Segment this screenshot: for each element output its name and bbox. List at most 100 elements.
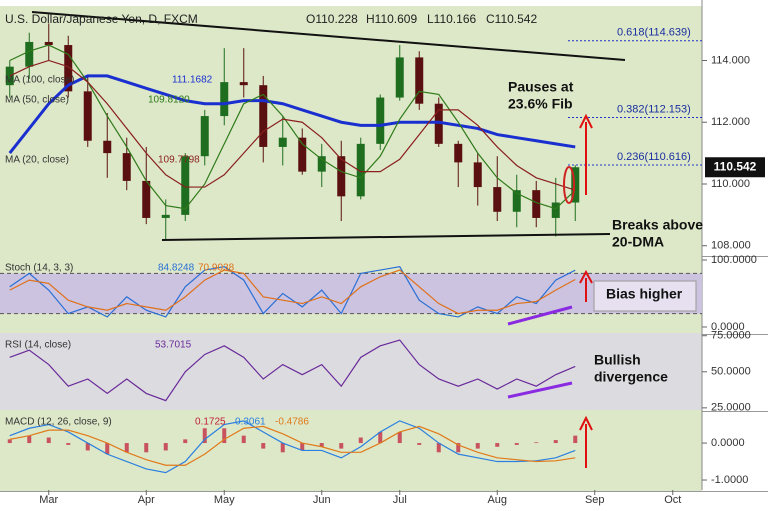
- indicator-title: Stoch (14, 3, 3): [5, 263, 73, 274]
- histogram-bar: [241, 435, 246, 444]
- y-tick-label: 0.0000: [711, 437, 745, 449]
- candle-body: [298, 137, 307, 172]
- y-tick-label: -1.0000: [711, 474, 748, 486]
- annotation: Pauses at: [508, 79, 574, 95]
- candle-body: [181, 156, 190, 215]
- trendline: [161, 233, 611, 241]
- arrow-head: [579, 269, 593, 284]
- plot-area: [0, 23, 702, 474]
- candle-body: [395, 57, 404, 98]
- histogram-bar: [417, 443, 422, 445]
- candle-body: [83, 91, 92, 141]
- x-tick-label: Sep: [585, 494, 605, 506]
- histogram-bar: [553, 440, 558, 444]
- histogram-bar: [46, 437, 51, 444]
- x-tick-label: Apr: [138, 494, 155, 506]
- histogram-bar: [475, 443, 480, 449]
- fib-label: 0.382(112.153): [617, 103, 691, 115]
- indicator-title: MACD (12, 26, close, 9): [5, 417, 112, 428]
- histogram-bar: [183, 439, 188, 444]
- legend-name: MA (50, close): [5, 95, 69, 106]
- legend-value: 0.3061: [235, 417, 266, 428]
- divergence-line: [507, 381, 573, 399]
- candle-body: [493, 187, 502, 212]
- histogram-bar: [534, 442, 539, 444]
- chart-title: U.S. Dollar/Japanese Yen, D, FXCM: [5, 12, 198, 26]
- candle-body: [415, 57, 424, 104]
- candle-body: [142, 180, 151, 218]
- annotation-box: [593, 280, 697, 312]
- candle-body: [551, 202, 560, 218]
- histogram-bar: [319, 443, 324, 447]
- candle-body: [239, 82, 248, 86]
- histogram-bar: [397, 431, 402, 444]
- candle-body: [161, 214, 170, 218]
- fib-label: 0.618(114.639): [617, 27, 691, 39]
- annotation: Bias higher: [606, 286, 683, 302]
- labels: Mar Apr May Jun Jul Aug Sep Oct 108.000 110.000 11…: [5, 12, 765, 506]
- candle-body: [317, 156, 326, 172]
- histogram-bar: [261, 443, 266, 449]
- candle-body: [103, 140, 112, 154]
- line-series: [9, 44, 576, 210]
- y-tick-label: 100.0000: [711, 254, 757, 266]
- candle-body: [473, 162, 482, 188]
- candle-body: [571, 167, 580, 203]
- candle-body: [122, 153, 131, 181]
- annotation: divergence: [594, 369, 668, 385]
- line-series: [9, 425, 576, 466]
- candle-body: [64, 45, 73, 92]
- annotation: 23.6% Fib: [508, 96, 573, 112]
- ohlc-label: L110.166: [427, 12, 476, 26]
- line-series: [9, 266, 576, 318]
- legend-name: MA (100, close): [5, 75, 74, 86]
- last-price-box: [705, 157, 765, 178]
- legend-value: 109.7798: [158, 155, 200, 166]
- x-tick-label: Oct: [664, 494, 681, 506]
- drawings: [31, 11, 626, 468]
- ohlc-label: O110.228: [306, 12, 358, 26]
- histogram-bar: [300, 443, 305, 451]
- y-tick-label: 50.0000: [711, 366, 751, 378]
- x-tick-label: Aug: [487, 494, 507, 506]
- candle-body: [454, 143, 463, 163]
- highlight: [563, 166, 575, 204]
- legend-value: 84.8248: [158, 263, 195, 274]
- histogram-bar: [202, 428, 207, 444]
- legend-value: 0.1725: [195, 417, 226, 428]
- histogram-bar: [27, 435, 32, 444]
- arrow-head: [579, 113, 593, 129]
- ohlc-label: C110.542: [486, 12, 537, 26]
- candle-body: [434, 103, 443, 144]
- histogram-bar: [378, 431, 383, 444]
- last-price-label: 110.542: [714, 159, 757, 173]
- legend-value: 70.9038: [198, 263, 235, 274]
- ohlc-label: H110.609: [366, 12, 417, 26]
- histogram-bar: [339, 443, 344, 449]
- fib-label: 0.236(110.616): [617, 151, 691, 163]
- divergence-line: [507, 305, 573, 326]
- x-tick-label: Mar: [39, 494, 58, 506]
- histogram-bar: [105, 443, 110, 455]
- candle-body: [44, 41, 53, 46]
- y-tick-label: 110.000: [711, 178, 750, 190]
- histogram-bar: [514, 443, 519, 445]
- annotation: Breaks above: [612, 217, 703, 233]
- candle-body: [200, 116, 209, 157]
- histogram-bar: [280, 443, 285, 453]
- histogram-bar: [144, 443, 149, 453]
- line-series: [9, 339, 576, 402]
- y-tick-label: 114.000: [711, 54, 750, 66]
- x-tick-label: May: [214, 494, 235, 506]
- histogram-bar: [222, 428, 227, 444]
- histogram-bar: [436, 443, 441, 453]
- candle-body: [356, 143, 365, 197]
- histogram-bar: [66, 443, 71, 445]
- panel-background: [0, 6, 702, 257]
- line-series: [9, 420, 576, 474]
- legend-value: 109.8120: [148, 95, 190, 106]
- candle-body: [512, 190, 521, 212]
- candle-body: [376, 97, 385, 144]
- legend-value: 111.1682: [172, 75, 213, 86]
